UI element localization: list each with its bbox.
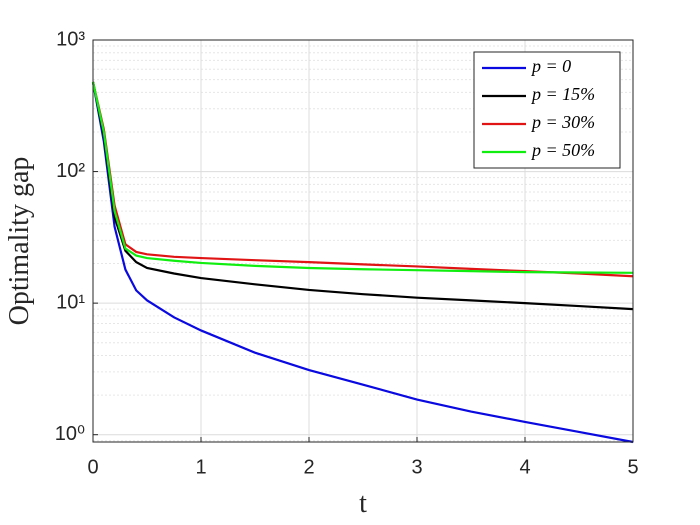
x-tick-label: 4 (519, 456, 530, 478)
x-tick-label: 3 (411, 456, 422, 478)
legend: p = 0 p = 15% p = 30% p = 50% (473, 51, 621, 169)
y-tick-label: 10³ (56, 28, 85, 50)
axes-box (92, 39, 634, 443)
y-tick-label: 10¹ (56, 291, 85, 313)
x-tick-label: 5 (627, 456, 638, 478)
legend-label: p = 15% (530, 84, 595, 104)
data-line (91, 81, 634, 274)
legend-label: p = 50% (530, 140, 595, 160)
legend-box (473, 51, 621, 169)
data-line (91, 81, 634, 278)
x-tick-label: 2 (303, 456, 314, 478)
y-tick-label: 10² (56, 160, 85, 182)
y-tick-label: 10⁰ (55, 423, 85, 445)
lines (91, 81, 634, 444)
x-tick-label: 1 (195, 456, 206, 478)
legend-label: p = 30% (530, 112, 595, 132)
data-line (91, 81, 634, 444)
legend-label: p = 0 (530, 56, 571, 76)
x-axis-label: t (359, 488, 367, 519)
y-axis-label: Optimality gap (4, 157, 35, 326)
x-tick-label: 0 (87, 456, 98, 478)
data-line (91, 81, 634, 311)
